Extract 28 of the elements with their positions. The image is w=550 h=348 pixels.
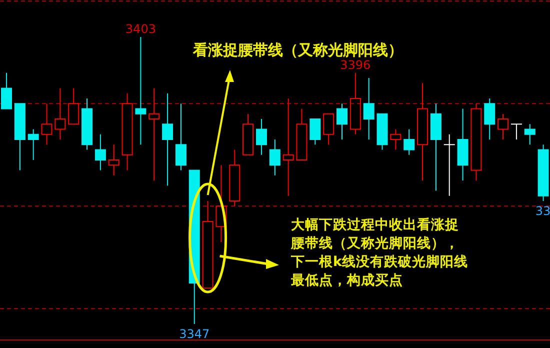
annotation: 大幅下跌过程中收出看涨捉腰带线（又称光脚阳线），下一根k线没有跌破光脚阳线最低点，构成买点 — [290, 216, 468, 288]
candlestick — [82, 98, 93, 150]
candlestick — [54, 88, 66, 140]
candlestick — [417, 82, 428, 181]
candlestick — [457, 108, 468, 181]
annotation: 3396 — [340, 58, 371, 72]
candlestick — [430, 103, 442, 192]
candlestick — [282, 98, 294, 196]
candlestick — [108, 144, 120, 176]
candlestick — [216, 164, 227, 242]
annotation: 3347 — [179, 327, 210, 341]
candlestick — [148, 88, 160, 181]
candlestick — [363, 78, 374, 140]
candlestick — [443, 134, 456, 196]
candlestick — [175, 103, 186, 171]
chart-title: 看涨捉腰带线（又称光脚阳线） — [192, 41, 403, 59]
candlestick — [122, 92, 133, 171]
candlestick — [41, 103, 52, 146]
candlestick — [256, 118, 267, 156]
annotation: 33 — [535, 204, 550, 218]
candlestick — [94, 134, 106, 171]
candlestick — [524, 124, 536, 146]
candlestick — [470, 103, 482, 181]
candlestick — [162, 92, 174, 186]
candlestick — [269, 139, 280, 176]
candlestick — [336, 103, 348, 140]
candlestick — [135, 36, 146, 146]
annotation: 3403 — [125, 22, 156, 36]
